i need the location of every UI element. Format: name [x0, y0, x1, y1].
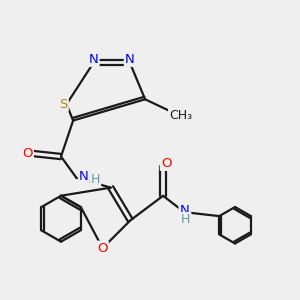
Text: S: S — [59, 98, 68, 111]
Text: N: N — [125, 53, 135, 66]
Text: O: O — [22, 147, 33, 160]
Text: O: O — [97, 242, 108, 255]
Text: N: N — [179, 204, 189, 217]
Text: H: H — [181, 213, 190, 226]
Text: N: N — [79, 170, 88, 183]
Text: N: N — [89, 53, 99, 66]
Text: H: H — [91, 173, 100, 186]
Text: O: O — [161, 157, 171, 170]
Text: CH₃: CH₃ — [169, 109, 192, 122]
